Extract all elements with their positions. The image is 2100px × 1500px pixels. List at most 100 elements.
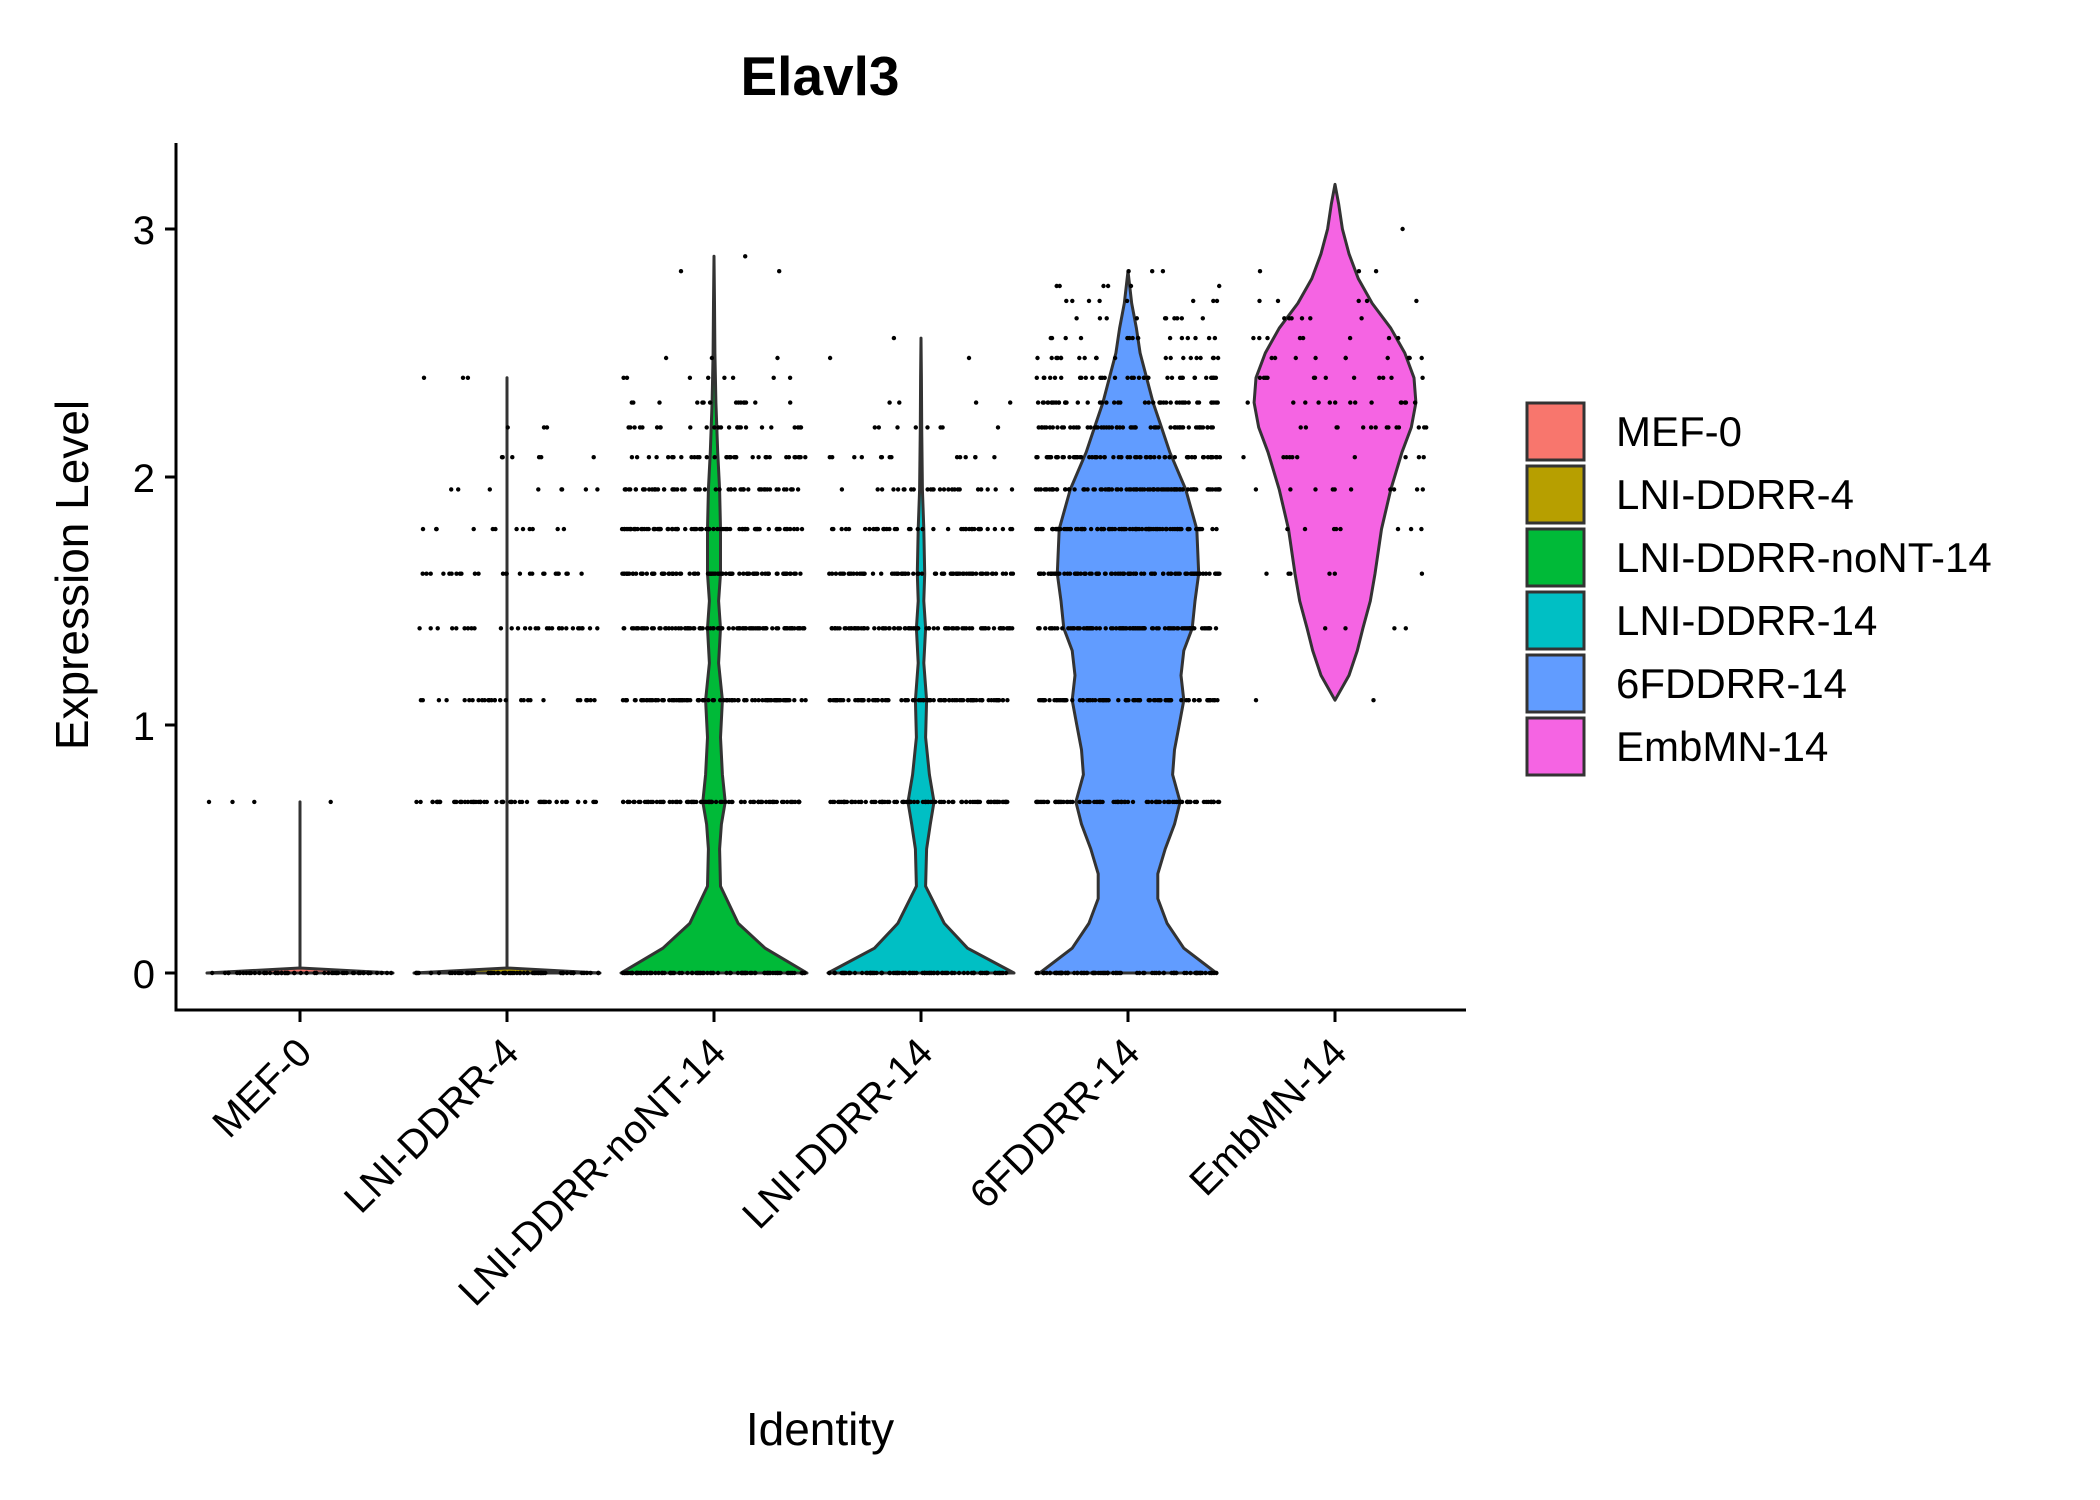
point: [1156, 425, 1161, 430]
point: [876, 425, 881, 430]
point: [434, 526, 439, 532]
point: [661, 487, 667, 492]
point: [436, 698, 442, 703]
point: [852, 455, 857, 460]
point: [628, 487, 633, 492]
point: [252, 970, 257, 976]
legend: MEF-0 LNI-DDRR-4 LNI-DDRR-noNT-14 LNI-DDRR-…: [1525, 401, 1992, 777]
point: [509, 799, 514, 805]
point: [1403, 455, 1408, 460]
point: [1253, 698, 1259, 703]
point: [973, 400, 979, 405]
point: [1155, 526, 1160, 532]
point: [653, 970, 658, 976]
point: [1146, 400, 1151, 405]
point: [657, 799, 663, 805]
point: [999, 970, 1005, 976]
point: [1130, 799, 1136, 805]
point: [1359, 316, 1364, 321]
point: [1111, 970, 1116, 976]
point: [1097, 400, 1103, 405]
point: [1034, 375, 1040, 380]
point: [634, 455, 640, 460]
point: [762, 970, 767, 976]
point: [757, 487, 763, 492]
point: [556, 571, 561, 576]
point: [1182, 970, 1187, 976]
point: [1152, 425, 1157, 430]
point: [1300, 335, 1306, 341]
point: [1172, 626, 1177, 631]
point: [1147, 526, 1153, 532]
point: [1054, 487, 1060, 492]
point: [792, 425, 797, 430]
point: [544, 425, 550, 430]
points-EmbMN-14-2.2: [1298, 425, 1429, 430]
point: [533, 626, 538, 631]
point: [587, 626, 593, 631]
point: [1123, 626, 1128, 631]
point: [666, 526, 671, 532]
point: [1419, 571, 1425, 576]
point: [976, 526, 981, 532]
point: [705, 626, 710, 631]
point: [538, 799, 543, 805]
point: [267, 970, 273, 976]
point: [447, 970, 453, 976]
point: [1351, 375, 1357, 380]
point: [1101, 283, 1106, 289]
point: [1205, 425, 1210, 430]
point: [1073, 571, 1079, 576]
point: [1142, 400, 1148, 405]
point: [839, 571, 845, 576]
point: [581, 970, 587, 976]
point: [1204, 375, 1209, 380]
point: [916, 571, 921, 576]
point: [1058, 355, 1064, 361]
point: [992, 455, 997, 460]
point: [770, 626, 775, 631]
y-tick-label: 3: [133, 209, 155, 253]
point: [1208, 455, 1214, 460]
point: [1153, 799, 1159, 805]
point: [735, 698, 740, 703]
legend-label: LNI-DDRR-4: [1616, 471, 1854, 518]
point: [699, 526, 705, 532]
point: [654, 799, 659, 805]
point: [952, 970, 957, 976]
point: [968, 571, 973, 576]
point: [722, 375, 727, 380]
point: [1054, 455, 1060, 460]
point: [687, 375, 693, 380]
point: [1396, 335, 1401, 341]
point: [247, 970, 252, 976]
point: [660, 799, 666, 805]
point: [1086, 698, 1091, 703]
point: [946, 487, 951, 492]
point: [413, 970, 419, 976]
point: [632, 425, 637, 430]
point: [1000, 526, 1006, 532]
point: [1095, 425, 1100, 430]
point: [891, 626, 897, 631]
point: [829, 571, 835, 576]
point: [1128, 425, 1133, 430]
point: [356, 970, 361, 976]
point: [541, 698, 546, 703]
point: [1048, 375, 1053, 380]
point: [1046, 400, 1051, 405]
point: [447, 571, 452, 576]
point: [468, 799, 474, 805]
point: [1299, 316, 1305, 321]
points-LNI-DDRR-noNT-14-1.39: [621, 626, 807, 631]
point: [1051, 487, 1056, 492]
point: [787, 375, 793, 380]
point: [1183, 400, 1188, 405]
point: [1151, 487, 1156, 492]
point: [983, 571, 989, 576]
point: [660, 571, 666, 576]
point: [527, 526, 532, 532]
point: [1141, 626, 1146, 631]
point: [1149, 799, 1155, 805]
point: [992, 526, 998, 532]
